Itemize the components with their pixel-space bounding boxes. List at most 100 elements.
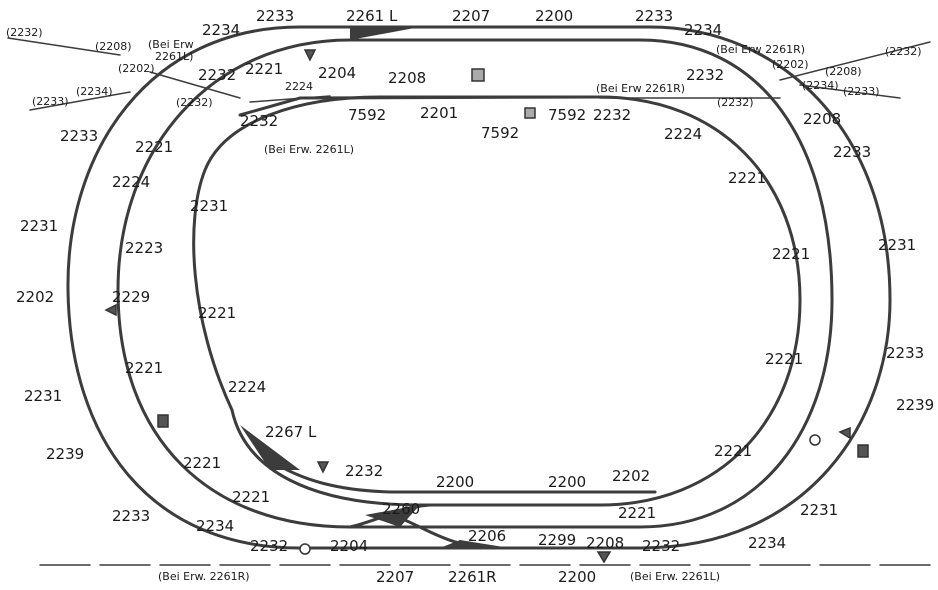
signal-triangle-c [596,551,612,564]
label-2233-pl: (2233) [32,95,69,108]
label-2202-tl: (2202) [118,62,155,75]
label-2223: 2223 [125,239,163,257]
label-2234-br: 2234 [748,534,786,552]
label-beierw-b1: (Bei Erw. 2261R) [158,570,250,583]
label-2208-b: 2208 [586,534,624,552]
label-2232-b: 2232 [686,66,724,84]
label-2201: 2201 [420,104,458,122]
label-2232-bl: 2232 [250,537,288,555]
label-2224-l2: 2224 [228,378,266,396]
label-beierw-b2: (Bei Erw. 2261L) [630,570,720,583]
label-2260: 2260 [382,500,420,518]
label-2232-pl: (2232) [176,96,213,109]
label-2202-tr: (2202) [772,58,809,71]
label-2232-tr: (2232) [885,45,922,58]
switch-wedges [240,27,510,548]
label-2232-d: 2232 [593,106,631,124]
label-2232-c: 2232 [240,112,278,130]
label-2206: 2206 [468,527,506,545]
label-2224-l: 2224 [112,173,150,191]
label-2202-l: 2202 [16,288,54,306]
label-2299: 2299 [538,531,576,549]
signal-upper-left [157,414,169,428]
label-2233-bl: 2233 [112,507,150,525]
label-2232-a: 2232 [198,66,236,84]
label-2232-pr: (2232) [717,96,754,109]
top-right-extension [599,41,931,99]
signal-small-station [524,107,536,119]
label-2208-tr: (2208) [825,65,862,78]
label-2234-top-r: 2234 [684,21,722,39]
middle-track-loop [116,38,834,529]
label-2231-r1: 2231 [878,236,916,254]
label-2200-b: 2200 [558,568,596,585]
label-2233-pr: (2233) [843,85,880,98]
label-2221-r3: 2221 [765,350,803,368]
label-2202-m: 2202 [612,467,650,485]
label-2229: 2229 [112,288,150,306]
label-2231-l1: 2231 [20,217,58,235]
label-2232-m: 2232 [345,462,383,480]
label-2221-bm: 2221 [618,504,656,522]
tracks [7,25,936,566]
label-2239-r: 2239 [896,396,934,414]
label-7592-a: 7592 [348,106,386,124]
signal-circle-a [299,543,311,555]
label-2200-m2: 2200 [548,473,586,491]
label-2221-l3: 2221 [125,359,163,377]
label-2207-b: 2207 [376,568,414,585]
label-2200-top: 2200 [535,7,573,25]
label-beierw-tl2: 2261L) [155,50,193,63]
label-2204-a: 2204 [318,64,356,82]
outer-track-loop [66,25,892,550]
wedge-2261L [350,27,420,40]
label-2200-m1: 2200 [436,473,474,491]
signals [104,49,869,564]
label-2221-r1: 2221 [728,169,766,187]
label-2208-r: 2208 [803,110,841,128]
signal-upper-right [857,444,869,458]
label-2234-pl: (2234) [76,85,113,98]
label-beierw-ml: (Bei Erw. 2261L) [264,143,354,156]
label-2233-r2: 2233 [833,143,871,161]
signal-triangle-e [838,426,851,440]
label-beierw-tr: (Bei Erw 2261R) [716,43,805,56]
label-2221-l4: 2221 [183,454,221,472]
label-2233-top-l: 2233 [256,7,294,25]
label-2224-a: 2224 [285,80,313,93]
label-2221-l5: 2221 [232,488,270,506]
label-2221-r2: 2221 [772,245,810,263]
label-2233-top-r: 2233 [635,7,673,25]
track-labels: 2261 L 2207 2200 2233 2233 2234 2234 (22… [6,7,934,586]
label-beierw-mr: (Bei Erw 2261R) [596,82,685,95]
wedge-2261R [440,540,510,548]
label-2207-top: 2207 [452,7,490,25]
top-left-extension [7,37,331,111]
label-2233-ol: 2233 [60,127,98,145]
label-7592-c: 7592 [548,106,586,124]
label-2233-r3: 2233 [886,344,924,362]
label-beierw-tl1: (Bei Erw [148,38,194,51]
label-2221-r4: 2221 [714,442,752,460]
signal-circle-b [809,434,821,446]
label-2231-r2: 2231 [800,501,838,519]
signal-triangle-d [104,303,117,317]
label-2234-pr: (2234) [802,79,839,92]
label-2232-br: 2232 [642,537,680,555]
inner-track-loop [192,95,802,507]
label-2234-top-l: 2234 [202,21,240,39]
label-2224-r: 2224 [664,125,702,143]
label-2221-l1: 2221 [135,138,173,156]
label-2208-tl: (2208) [95,40,132,53]
label-2221-l2: 2221 [198,304,236,322]
signal-triangle-a [303,49,317,62]
signal-triangle-b [316,461,330,474]
label-2232-tl: (2232) [6,26,43,39]
signal-top-station [471,68,485,82]
label-7592-b: 7592 [481,124,519,142]
wedge-2267L [240,425,300,470]
label-2231-l2: 2231 [24,387,62,405]
label-2239-l: 2239 [46,445,84,463]
label-2208-m: 2208 [388,69,426,87]
